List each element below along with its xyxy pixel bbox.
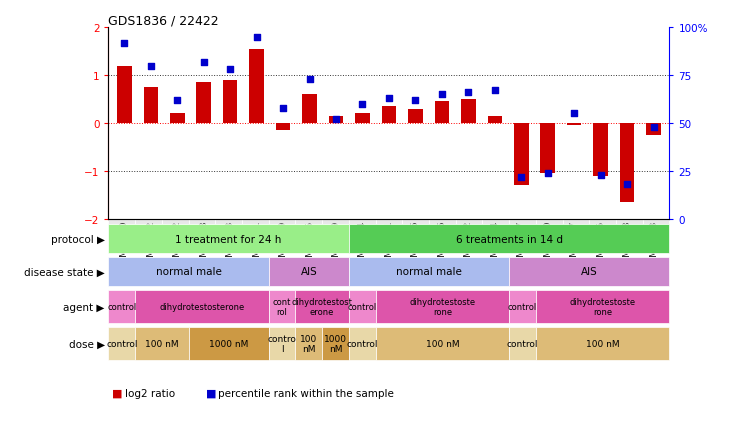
- Text: control: control: [507, 339, 539, 349]
- Text: control: control: [348, 302, 377, 312]
- Bar: [514, 124, 529, 186]
- Bar: [435, 102, 449, 124]
- Text: 100 nM: 100 nM: [426, 339, 459, 349]
- Bar: [117, 66, 132, 124]
- Text: cont
rol: cont rol: [273, 297, 291, 317]
- Text: 1 treatment for 24 h: 1 treatment for 24 h: [176, 234, 282, 244]
- Text: dihydrotestost
erone: dihydrotestost erone: [292, 297, 352, 317]
- Point: [171, 97, 183, 104]
- Point: [489, 88, 501, 95]
- Bar: [249, 49, 264, 124]
- Point: [251, 34, 263, 41]
- Text: 100 nM: 100 nM: [145, 339, 179, 349]
- Text: 100 nM: 100 nM: [586, 339, 619, 349]
- Bar: [461, 100, 476, 124]
- Point: [224, 67, 236, 74]
- Text: ■: ■: [206, 388, 216, 398]
- Point: [542, 170, 554, 177]
- Point: [277, 105, 289, 112]
- Text: dihydrotestoste
rone: dihydrotestoste rone: [570, 297, 636, 317]
- Bar: [276, 124, 290, 131]
- Text: 100
nM: 100 nM: [300, 334, 317, 354]
- Text: contro
l: contro l: [268, 334, 296, 354]
- Text: normal male: normal male: [396, 267, 462, 276]
- Point: [568, 111, 580, 118]
- Point: [436, 92, 448, 99]
- Bar: [541, 124, 555, 174]
- Text: dose ▶: dose ▶: [69, 339, 105, 349]
- Bar: [329, 116, 343, 124]
- Point: [648, 124, 660, 131]
- Bar: [488, 116, 502, 124]
- Point: [330, 116, 342, 123]
- Bar: [381, 107, 396, 124]
- Bar: [223, 81, 237, 124]
- Point: [197, 59, 209, 66]
- Text: 1000
nM: 1000 nM: [324, 334, 347, 354]
- Point: [515, 174, 527, 181]
- Text: percentile rank within the sample: percentile rank within the sample: [218, 388, 394, 398]
- Text: dihydrotestosterone: dihydrotestosterone: [159, 302, 245, 312]
- Point: [145, 63, 157, 70]
- Point: [621, 181, 633, 188]
- Text: agent ▶: agent ▶: [64, 302, 105, 312]
- Text: 1000 nM: 1000 nM: [209, 339, 248, 349]
- Point: [383, 95, 395, 102]
- Text: control: control: [346, 339, 378, 349]
- Point: [118, 40, 130, 47]
- Bar: [646, 124, 661, 135]
- Point: [357, 101, 369, 108]
- Bar: [197, 83, 211, 124]
- Text: normal male: normal male: [156, 267, 221, 276]
- Text: GDS1836 / 22422: GDS1836 / 22422: [108, 14, 219, 27]
- Text: disease state ▶: disease state ▶: [24, 267, 105, 276]
- Text: control: control: [508, 302, 537, 312]
- Point: [462, 90, 474, 97]
- Text: control: control: [106, 339, 138, 349]
- Bar: [355, 114, 370, 124]
- Text: 6 treatments in 14 d: 6 treatments in 14 d: [456, 234, 562, 244]
- Text: dihydrotestoste
rone: dihydrotestoste rone: [409, 297, 476, 317]
- Text: AIS: AIS: [581, 267, 598, 276]
- Bar: [170, 114, 185, 124]
- Point: [409, 97, 421, 104]
- Bar: [567, 124, 581, 126]
- Bar: [302, 95, 317, 124]
- Text: control: control: [107, 302, 136, 312]
- Text: protocol ▶: protocol ▶: [51, 234, 105, 244]
- Text: AIS: AIS: [301, 267, 317, 276]
- Point: [304, 76, 316, 83]
- Bar: [408, 109, 423, 124]
- Text: log2 ratio: log2 ratio: [125, 388, 175, 398]
- Bar: [144, 88, 158, 124]
- Bar: [593, 124, 608, 176]
- Point: [595, 172, 607, 179]
- Text: ■: ■: [112, 388, 123, 398]
- Bar: [620, 124, 634, 202]
